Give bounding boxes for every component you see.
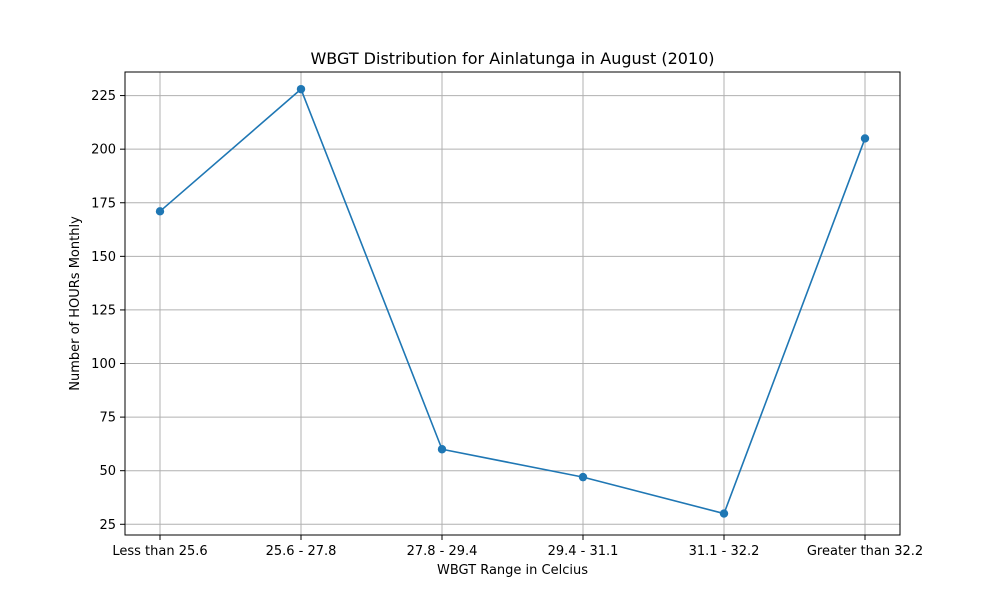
y-tick-label: 100 bbox=[91, 357, 116, 372]
chart-title: WBGT Distribution for Ainlatunga in Augu… bbox=[310, 49, 714, 68]
data-point bbox=[437, 445, 447, 454]
y-tick-label: 75 bbox=[99, 411, 116, 426]
y-tick-label: 125 bbox=[91, 303, 116, 318]
x-tick-label: 29.4 - 31.1 bbox=[548, 544, 619, 559]
y-tick-label: 150 bbox=[91, 250, 116, 265]
series-line bbox=[159, 88, 866, 515]
x-tick-label: 31.1 - 32.2 bbox=[689, 544, 760, 559]
y-axis-ticks: 25 50 75 100 125 150 175 200 225 bbox=[91, 89, 125, 533]
plot-frame bbox=[124, 71, 901, 536]
x-tick-label: Greater than 32.2 bbox=[807, 544, 923, 559]
y-grid bbox=[125, 95, 900, 525]
data-point bbox=[578, 472, 588, 482]
data-point bbox=[860, 134, 870, 143]
data-point bbox=[296, 84, 306, 94]
series-layer bbox=[155, 84, 870, 518]
y-tick-label: 50 bbox=[99, 464, 116, 479]
x-axis-title: WBGT Range in Celcius bbox=[437, 563, 588, 578]
x-tick-label: Less than 25.6 bbox=[112, 544, 207, 559]
x-tick-label: 27.8 - 29.4 bbox=[407, 544, 478, 559]
y-tick-label: 200 bbox=[91, 143, 116, 158]
y-tick-label: 225 bbox=[91, 89, 116, 104]
data-point bbox=[155, 207, 165, 216]
x-axis-ticks: Less than 25.6 25.6 - 27.8 27.8 - 29.4 29.4… bbox=[112, 535, 923, 559]
x-tick-label: 25.6 - 27.8 bbox=[266, 544, 337, 559]
y-axis-title: Number of HOURs Monthly bbox=[68, 216, 83, 391]
data-point bbox=[719, 509, 729, 518]
y-tick-label: 175 bbox=[91, 196, 116, 211]
y-tick-label: 25 bbox=[99, 518, 116, 533]
